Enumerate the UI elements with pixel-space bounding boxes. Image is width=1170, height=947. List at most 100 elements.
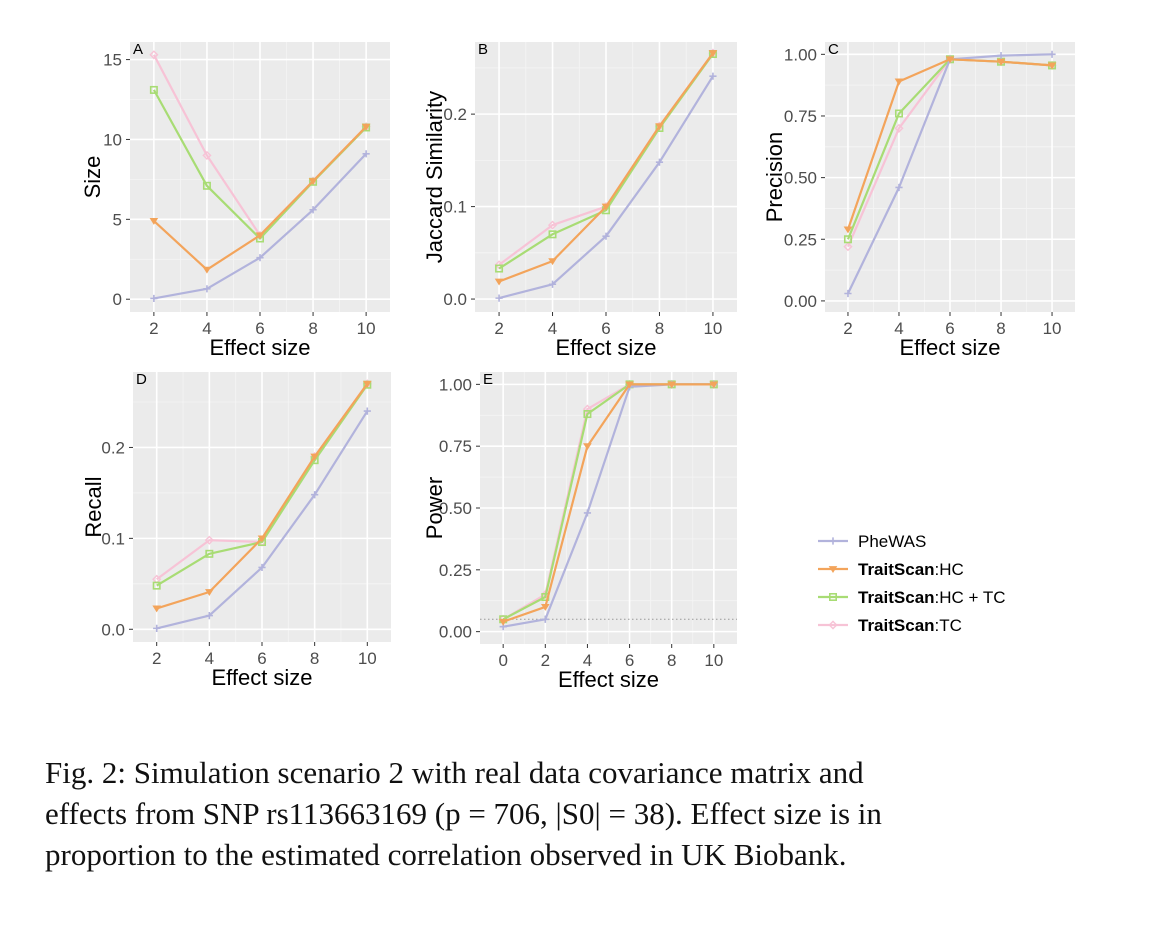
data-point bbox=[709, 72, 717, 80]
legend-label: TraitScan:HC bbox=[858, 560, 964, 579]
data-point bbox=[498, 618, 508, 626]
data-point bbox=[996, 58, 1006, 66]
legend-label-rest: :TC bbox=[935, 616, 962, 635]
y-tick-label: 0.1 bbox=[101, 529, 125, 548]
data-point bbox=[205, 612, 213, 620]
data-point bbox=[150, 294, 158, 303]
series-phewas bbox=[495, 72, 717, 302]
x-tick-label: 2 bbox=[843, 319, 852, 338]
y-tick-label: 5 bbox=[113, 210, 122, 229]
panel-tag: E bbox=[483, 371, 493, 388]
data-point bbox=[256, 254, 264, 262]
x-axis-title: Effect size bbox=[558, 667, 659, 692]
square-marker bbox=[828, 592, 837, 601]
data-point bbox=[541, 615, 549, 623]
x-tick-label: 2 bbox=[149, 319, 158, 338]
data-point bbox=[308, 178, 318, 185]
data-point bbox=[494, 278, 504, 286]
x-tick-label: 6 bbox=[255, 319, 264, 338]
x-tick-label: 8 bbox=[308, 319, 317, 338]
series-phewas bbox=[153, 407, 371, 632]
y-axis-title: Precision bbox=[762, 132, 787, 222]
x-tick-label: 8 bbox=[655, 319, 664, 338]
y-tick-label: 0.2 bbox=[443, 105, 467, 124]
legend-label-rest: :HC + TC bbox=[935, 588, 1006, 607]
data-point bbox=[495, 294, 503, 302]
x-tick-label: 4 bbox=[205, 649, 214, 668]
data-point bbox=[153, 624, 161, 632]
y-axis-title: Power bbox=[422, 477, 447, 539]
data-point bbox=[708, 50, 718, 58]
chart-b: 2 4 6 8 10 0.0 0.1 0.2 B Effect size Jaccard Simil… bbox=[422, 41, 737, 360]
legend-label-bold: TraitScan bbox=[858, 616, 935, 635]
data-point bbox=[309, 206, 317, 214]
chart-c: 2 4 6 8 10 0.00 0.25 0.50 0.75 1.00 C Effect size Pr… bbox=[762, 41, 1075, 360]
data-point bbox=[149, 218, 159, 225]
legend-label-bold: TraitScan bbox=[858, 560, 935, 579]
legend-item: PheWAS bbox=[818, 532, 926, 551]
x-axis-title: Effect size bbox=[555, 335, 656, 360]
plus-marker bbox=[829, 537, 837, 545]
x-tick-label: 6 bbox=[257, 649, 266, 668]
data-point bbox=[667, 381, 677, 389]
y-axis-title: Size bbox=[80, 156, 105, 199]
data-point bbox=[895, 183, 903, 192]
data-point bbox=[655, 123, 664, 131]
series-hc bbox=[843, 56, 1057, 234]
diamond-marker bbox=[828, 620, 838, 630]
series-hc bbox=[498, 381, 719, 626]
data-point bbox=[257, 535, 267, 543]
series-hc bbox=[152, 380, 372, 613]
x-tick-label: 4 bbox=[894, 319, 903, 338]
x-tick-label: 4 bbox=[202, 319, 211, 338]
data-point bbox=[655, 158, 664, 166]
y-tick-label: 0.2 bbox=[101, 438, 125, 457]
chart-a: 2 4 6 8 10 0 5 10 15 A Effect size Size bbox=[80, 41, 390, 360]
legend-label-rest: :HC bbox=[935, 560, 964, 579]
data-point bbox=[945, 56, 955, 64]
data-point bbox=[495, 264, 504, 273]
data-point bbox=[894, 78, 904, 86]
data-point bbox=[494, 260, 504, 270]
x-tick-label: 4 bbox=[548, 319, 557, 338]
data-point bbox=[362, 380, 372, 388]
x-tick-label: 6 bbox=[625, 651, 634, 670]
legend-label: TraitScan:TC bbox=[858, 616, 962, 635]
legend-item: TraitScan:TC bbox=[818, 616, 962, 635]
y-tick-label: 10 bbox=[103, 130, 122, 149]
x-tick-label: 10 bbox=[703, 319, 722, 338]
data-point bbox=[894, 109, 903, 118]
data-point bbox=[149, 50, 159, 60]
data-point bbox=[1048, 50, 1056, 58]
y-tick-label: 0.0 bbox=[101, 620, 125, 639]
x-axis-title: Effect size bbox=[209, 335, 310, 360]
x-tick-label: 2 bbox=[152, 649, 161, 668]
series-hc bbox=[494, 50, 718, 286]
chart-e: 0 2 4 6 8 10 0.00 0.25 0.50 0.75 1.00 E Effect size P… bbox=[422, 371, 737, 692]
x-tick-label: 10 bbox=[1043, 319, 1062, 338]
data-point bbox=[310, 453, 319, 461]
data-point bbox=[202, 266, 212, 274]
y-axis-title: Jaccard Similarity bbox=[422, 91, 447, 263]
data-point bbox=[844, 289, 852, 298]
y-tick-label: 0.1 bbox=[443, 198, 467, 217]
data-point bbox=[202, 150, 212, 161]
data-point bbox=[361, 123, 371, 131]
data-point bbox=[1047, 62, 1057, 70]
data-point bbox=[583, 509, 592, 517]
series-line bbox=[502, 383, 714, 623]
y-axis-title: Recall bbox=[81, 476, 106, 537]
y-tick-label: 0.00 bbox=[439, 623, 472, 642]
data-point bbox=[601, 203, 611, 211]
data-point bbox=[709, 381, 719, 389]
caption-line-3: proportion to the estimated correlation … bbox=[45, 837, 847, 872]
data-point bbox=[547, 220, 558, 230]
data-point bbox=[202, 181, 211, 190]
data-point bbox=[625, 381, 634, 389]
x-tick-label: 10 bbox=[357, 319, 376, 338]
panel-tag: A bbox=[133, 41, 143, 58]
data-point bbox=[894, 123, 904, 133]
data-point bbox=[583, 410, 592, 419]
series-hc bbox=[149, 123, 371, 274]
data-point bbox=[204, 535, 214, 545]
